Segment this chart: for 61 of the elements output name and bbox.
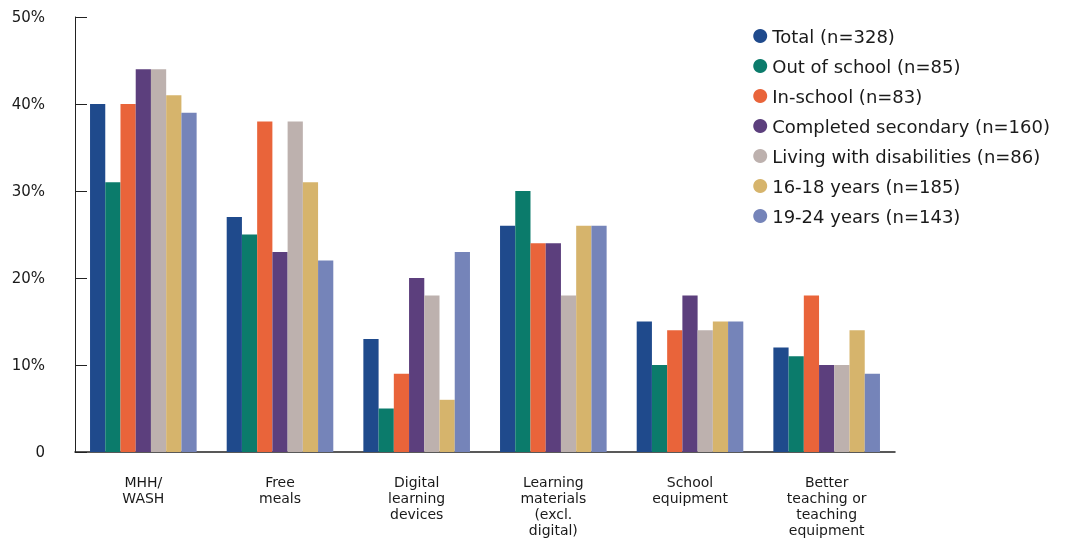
y-tick-label: 20% (11, 269, 45, 287)
bar (728, 321, 744, 452)
bar (257, 121, 273, 452)
y-tick-label: 40% (11, 95, 45, 113)
bar (439, 399, 455, 452)
bar (272, 251, 288, 452)
legend-label: Total (n=328) (771, 25, 895, 47)
bar (773, 347, 789, 452)
bar (409, 278, 425, 452)
y-tick-label: 30% (11, 182, 45, 200)
x-tick-label: MHH/ WASH (122, 474, 165, 506)
legend-label: In-school (n=83) (772, 85, 923, 107)
bar (651, 365, 668, 452)
legend-label: 16-18 years (n=185) (772, 175, 961, 197)
bar (697, 330, 713, 452)
bar (287, 121, 303, 452)
bar (834, 365, 850, 452)
x-tick-label: Better teaching or teaching equipment (786, 474, 867, 538)
y-tick-label: 10% (11, 356, 45, 374)
bar (302, 182, 319, 452)
bar (667, 330, 683, 452)
bar (424, 295, 440, 452)
bar (105, 182, 121, 452)
bar (788, 356, 804, 452)
bar (393, 373, 410, 452)
bar (318, 260, 334, 452)
bar (241, 234, 258, 452)
x-tick-label: Free meals (258, 474, 302, 506)
legend-label: Completed secondary (n=160) (772, 115, 1051, 137)
bar (545, 243, 561, 452)
bar (120, 104, 136, 452)
bar (135, 69, 151, 452)
legend-label: Living with disabilities (n=86) (772, 145, 1041, 167)
bar (500, 225, 516, 452)
bar (181, 112, 197, 452)
bar (90, 104, 106, 452)
bar (849, 330, 865, 452)
bar (454, 251, 470, 452)
x-tick-label: Learning materials (excl. digital) (520, 474, 587, 538)
bar (636, 321, 652, 452)
bar (819, 365, 835, 452)
bar (150, 69, 167, 452)
y-tick-label: 50% (11, 8, 45, 26)
bar (226, 217, 242, 452)
x-tick-label: Digital learning devices (388, 474, 446, 522)
bar (712, 321, 729, 452)
bar (363, 338, 379, 452)
bar (864, 373, 880, 452)
bar (682, 295, 698, 452)
bar (166, 95, 182, 452)
bar (560, 295, 577, 452)
legend-label: 19-24 years (n=143) (772, 205, 961, 227)
bar (803, 295, 820, 452)
y-tick-label: 0 (35, 443, 45, 461)
bar (530, 243, 546, 452)
legend-label: Out of school (n=85) (772, 55, 961, 77)
x-tick-label: School equipment (652, 474, 729, 506)
bar (576, 225, 592, 452)
bar (378, 408, 394, 452)
bar (515, 191, 531, 452)
bar (591, 225, 607, 452)
